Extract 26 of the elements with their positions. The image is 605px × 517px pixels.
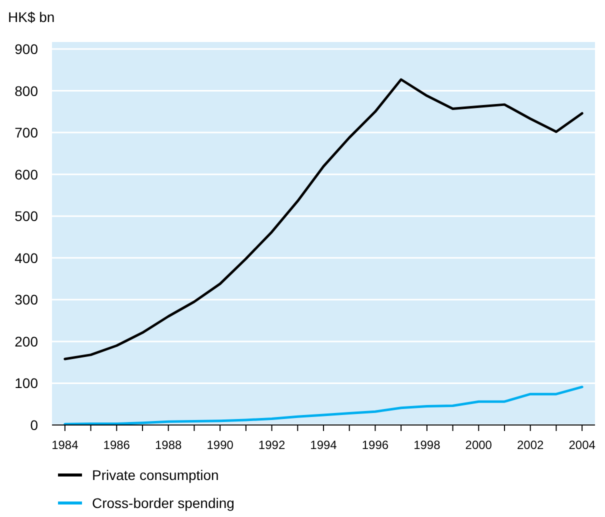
x-tick-label: 2004	[568, 438, 596, 452]
x-tick-label: 1986	[103, 438, 130, 452]
x-tick-label: 2002	[517, 438, 544, 452]
x-tick-label: 1984	[52, 438, 79, 452]
y-tick-label: 700	[14, 124, 38, 141]
y-tick-label: 900	[14, 41, 38, 57]
y-tick-label: 300	[14, 292, 38, 308]
y-tick-label: 100	[14, 375, 38, 392]
y-tick-label: 600	[14, 166, 38, 182]
y-tick-label: 0	[30, 417, 38, 433]
x-tick-label: 1998	[414, 438, 441, 452]
y-tick-label: 400	[14, 250, 38, 266]
x-tick-label: 1990	[206, 438, 234, 452]
x-tick-label: 2000	[465, 438, 492, 452]
y-tick-label: 800	[14, 82, 38, 99]
x-tick-label: 1992	[258, 438, 286, 452]
y-tick-label: 500	[14, 208, 38, 224]
y-tick-label: 200	[14, 333, 38, 350]
x-tick-label: 1988	[155, 438, 182, 452]
line-series	[64, 386, 584, 426]
y-axis-title: HK$ bn	[8, 9, 55, 25]
x-tick-label: 1994	[310, 438, 338, 452]
legend-label: Cross-border spending	[92, 495, 234, 511]
line-series	[64, 78, 584, 360]
legend-label: Private consumption	[92, 467, 219, 483]
x-tick-label: 1996	[362, 438, 389, 452]
